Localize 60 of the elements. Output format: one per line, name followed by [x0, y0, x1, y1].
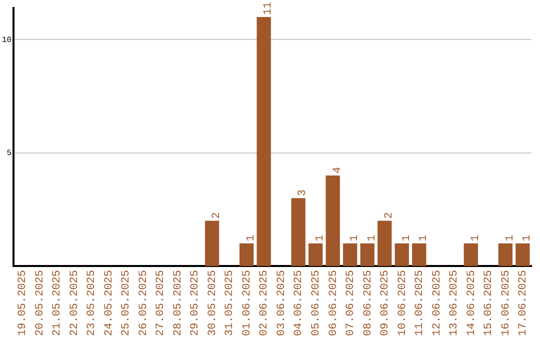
data-label: 1: [504, 234, 516, 242]
x-tick-label: 04.06.2025: [293, 270, 306, 336]
x-tick-label: 29.05.2025: [190, 270, 202, 336]
x-tick-label: 19.05.2025: [17, 270, 30, 336]
data-label: 1: [245, 234, 258, 242]
bar: [516, 243, 530, 266]
x-tick-label: 03.06.2025: [276, 270, 288, 336]
x-tick-label: 30.05.2025: [206, 270, 219, 336]
bar: [412, 243, 426, 266]
x-tick-label: 21.05.2025: [52, 270, 64, 336]
data-label: 3: [297, 189, 310, 196]
bar: [360, 243, 374, 266]
bar: [326, 175, 340, 266]
x-tick-label: 26.05.2025: [138, 270, 150, 336]
x-tick-label: 20.05.2025: [34, 270, 46, 336]
x-tick-label: 22.05.2025: [68, 270, 81, 336]
data-label: 2: [210, 212, 223, 219]
data-label: 11: [262, 1, 275, 16]
x-tick-label: 23.05.2025: [86, 270, 98, 336]
x-tick-label: 25.05.2025: [120, 270, 133, 336]
x-tick-label: 13.06.2025: [448, 270, 461, 336]
x-tick-label: 27.05.2025: [155, 270, 168, 336]
x-tick-label: 17.06.2025: [518, 270, 530, 336]
bar: [378, 220, 392, 266]
data-label: 4: [332, 166, 344, 174]
data-label: 1: [522, 234, 534, 242]
x-tick-label: 31.05.2025: [224, 270, 236, 336]
bar: [256, 17, 271, 266]
x-tick-label: 10.06.2025: [396, 270, 409, 336]
x-tick-label: 15.06.2025: [483, 270, 496, 336]
data-label: 1: [366, 234, 378, 242]
data-label: 1: [400, 234, 413, 242]
data-label: 1: [470, 234, 482, 242]
bar: [308, 243, 323, 266]
bar: [239, 243, 254, 266]
x-tick-label: 14.06.2025: [466, 270, 478, 336]
x-tick-label: 24.05.2025: [103, 270, 116, 336]
bar: [464, 243, 478, 266]
y-tick-label: 10: [2, 36, 12, 45]
x-tick-label: 08.06.2025: [362, 270, 374, 336]
x-tick-label: 01.06.2025: [241, 270, 254, 336]
data-label: 2: [384, 212, 396, 219]
x-tick-label: 05.06.2025: [310, 270, 322, 336]
data-label: 1: [418, 234, 430, 242]
bar: [204, 220, 220, 266]
bar: [394, 243, 409, 266]
y-tick-label: 5: [6, 148, 12, 158]
x-tick-label: 28.05.2025: [172, 270, 184, 336]
data-label: 1: [349, 234, 362, 242]
x-tick-label: 09.06.2025: [380, 270, 392, 336]
bar: [343, 243, 358, 266]
x-tick-label: 12.06.2025: [431, 270, 444, 336]
x-tick-label: 02.06.2025: [258, 270, 271, 336]
x-tick-label: 07.06.2025: [345, 270, 358, 336]
data-label: 1: [314, 234, 326, 242]
x-tick-label: 11.06.2025: [414, 270, 426, 336]
bar: [291, 198, 306, 266]
bar: [498, 243, 512, 266]
x-tick-label: 06.06.2025: [328, 270, 340, 336]
x-tick-label: 16.06.2025: [500, 270, 512, 336]
